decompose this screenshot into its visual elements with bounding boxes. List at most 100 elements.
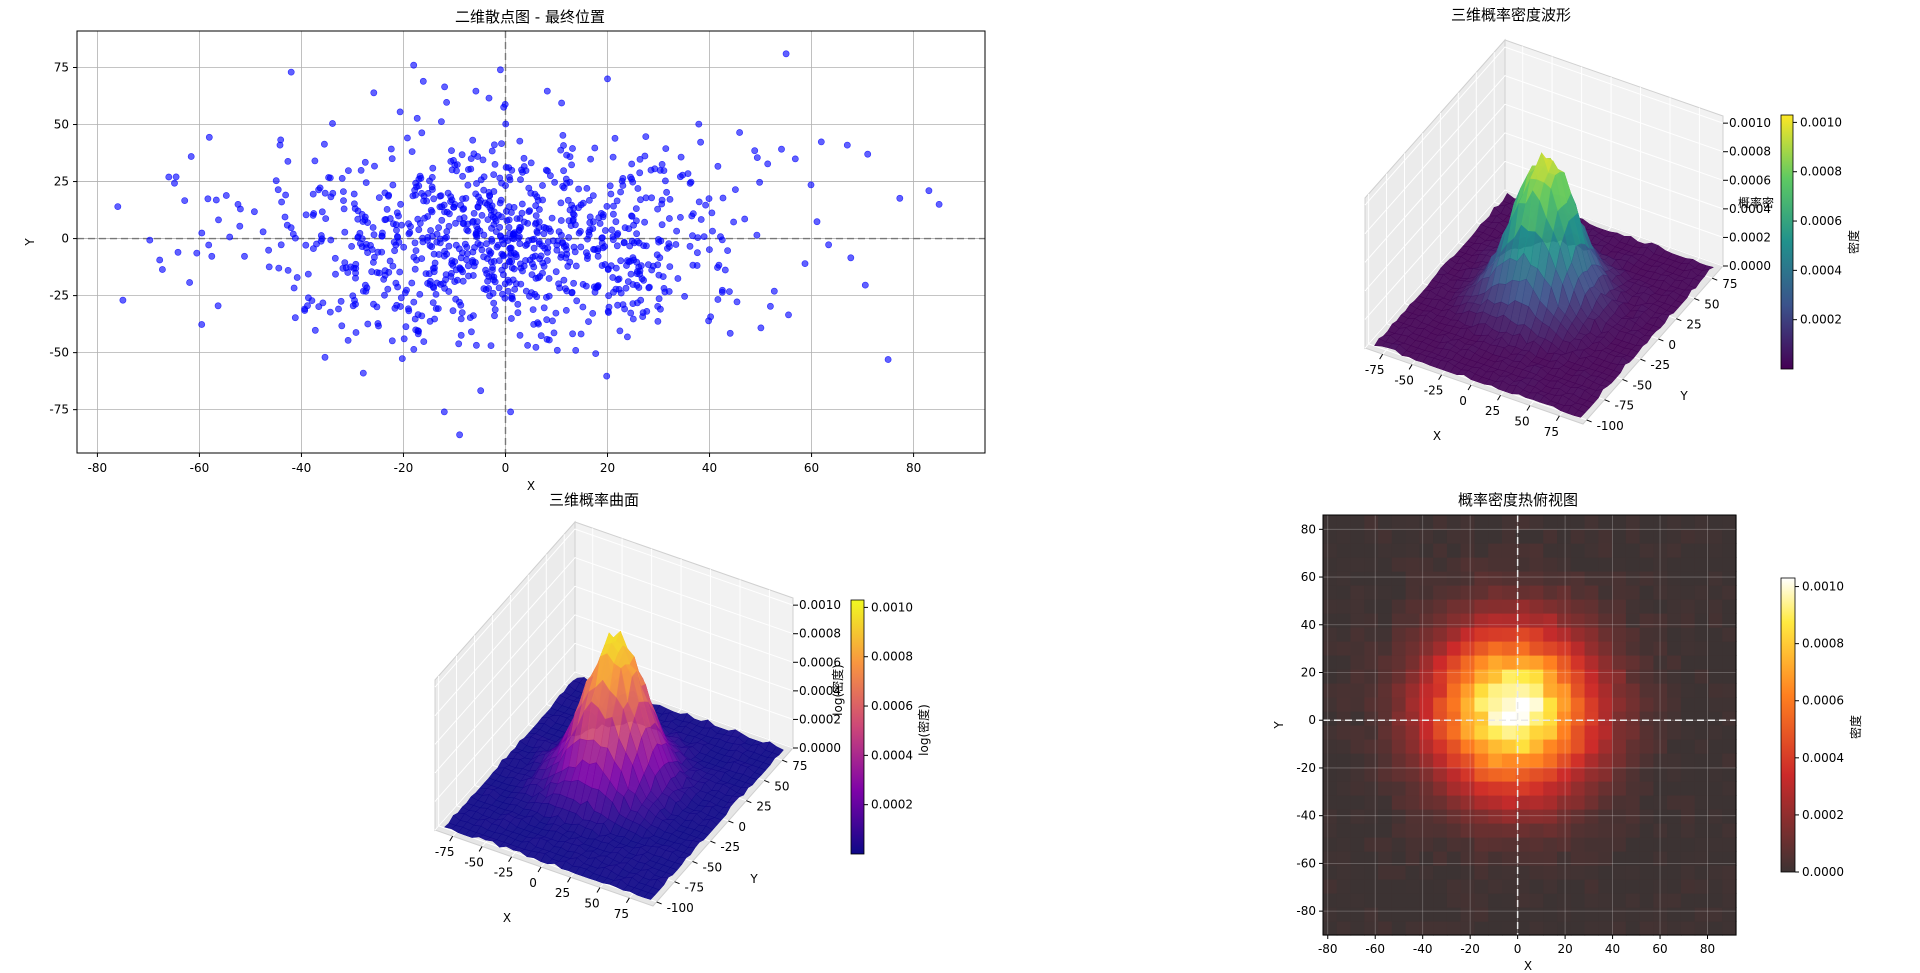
scatter-point [539, 182, 546, 189]
wave3d-ylabel: Y [1679, 389, 1688, 403]
heatmap-cell [1612, 543, 1627, 558]
heatmap-cell [1501, 753, 1517, 768]
heatmap-cell [1419, 753, 1434, 768]
colorbar-tick-label: 0.0002 [871, 798, 913, 812]
scatter-point [577, 201, 585, 209]
heatmap-cell [1405, 879, 1420, 894]
heatmap-cell [1584, 571, 1599, 586]
heatmap-cell [1378, 753, 1393, 768]
scatter-point [613, 242, 621, 250]
scatter-point [443, 99, 450, 106]
scatter-point [517, 176, 524, 183]
scatter-point [156, 256, 164, 264]
scatter-point [562, 306, 570, 314]
heatmap-cell [1515, 599, 1531, 614]
heatmap-cell [1433, 613, 1448, 628]
heatmap-cell [1570, 655, 1586, 670]
heatmap-cell [1433, 907, 1448, 922]
heatmap-cell [1419, 627, 1434, 642]
xtick-label: 0 [1459, 394, 1467, 408]
scatter-point [525, 184, 533, 192]
scatter-point [559, 182, 567, 190]
heatmap-cell [1378, 739, 1393, 754]
scatter-point [419, 77, 427, 85]
heatmap-cell [1364, 557, 1379, 572]
scatter-point [304, 270, 312, 278]
heatmap-cell [1639, 529, 1654, 544]
scatter-point [327, 193, 335, 201]
heatmap-cell [1598, 529, 1613, 544]
heatmap-cell [1543, 809, 1558, 824]
heatmap-cell [1653, 739, 1668, 754]
heatmap-cell [1350, 921, 1365, 936]
heatmap-cell [1350, 515, 1365, 530]
heatmap-grid [1323, 515, 1736, 935]
scatter-point [482, 286, 490, 294]
heatmap-cell [1667, 641, 1682, 656]
heatmap-cell [1515, 711, 1531, 726]
scatter-point [843, 141, 851, 149]
heatmap-cell [1515, 865, 1531, 880]
scatter-point [639, 313, 647, 320]
heatmap-cell [1584, 907, 1599, 922]
heatmap-cell [1446, 557, 1462, 572]
heatmap-cell [1667, 907, 1682, 922]
scatter-point [514, 309, 522, 317]
heatmap-cell [1557, 683, 1572, 698]
heatmap-cell [1722, 613, 1737, 628]
scatter-point [602, 227, 609, 234]
heatmap-cell [1364, 627, 1379, 642]
heatmap-cell [1350, 767, 1365, 782]
scatter-point [479, 156, 487, 164]
heatmap-cell [1722, 893, 1737, 908]
scatter-point [463, 226, 471, 234]
heatmap-cell [1708, 809, 1723, 824]
scatter-point [935, 200, 943, 208]
heatmap-cell [1543, 515, 1558, 530]
heatmap-cell [1419, 781, 1434, 796]
heatmap-cell [1584, 753, 1599, 768]
heatmap-cell [1460, 711, 1476, 726]
heatmap-cell [1722, 753, 1737, 768]
heatmap-cell [1570, 529, 1586, 544]
heatmap-cell [1653, 823, 1668, 838]
heatmap-cell [1405, 711, 1420, 726]
heatmap-cell [1584, 515, 1599, 530]
heatmap-cell [1584, 627, 1599, 642]
scatter-xtick-label: -40 [292, 461, 312, 475]
scatter-point [490, 299, 498, 307]
scatter-point [187, 153, 195, 160]
scatter-point [674, 275, 682, 282]
scatter-point [317, 232, 325, 239]
scatter-point [656, 254, 664, 262]
heatmap-cell [1612, 809, 1627, 824]
heatmap-cell [1598, 557, 1613, 572]
scatter-point [557, 217, 565, 224]
heatmap-cell [1694, 557, 1710, 572]
ztick-label: 0.0008 [799, 627, 841, 641]
scatter-point [236, 205, 244, 213]
scatter-point [579, 303, 587, 311]
scatter-point [327, 236, 335, 244]
scatter-point [510, 230, 517, 238]
heatmap-cell [1557, 599, 1572, 614]
scatter-point [467, 328, 475, 336]
heatmap-cell [1350, 809, 1365, 824]
scatter-point [552, 268, 560, 276]
heatmap-cell [1667, 823, 1682, 838]
heatmap-cell [1474, 767, 1489, 782]
heatmap-cell [1612, 669, 1627, 684]
scatter-point [458, 309, 466, 316]
scatter-point [490, 171, 498, 178]
scatter-ytick-label: 25 [54, 175, 69, 189]
heatmap-cell [1364, 697, 1379, 712]
scatter-point [500, 252, 507, 260]
heatmap-cell [1639, 893, 1654, 908]
heatmap-cell [1446, 753, 1462, 768]
scatter-point [714, 296, 722, 303]
heatmap-cell [1680, 529, 1696, 544]
heatmap-cell [1612, 711, 1627, 726]
heatmap-cell [1708, 879, 1723, 894]
heatmap-cell [1639, 599, 1654, 614]
scatter-point [620, 238, 628, 246]
